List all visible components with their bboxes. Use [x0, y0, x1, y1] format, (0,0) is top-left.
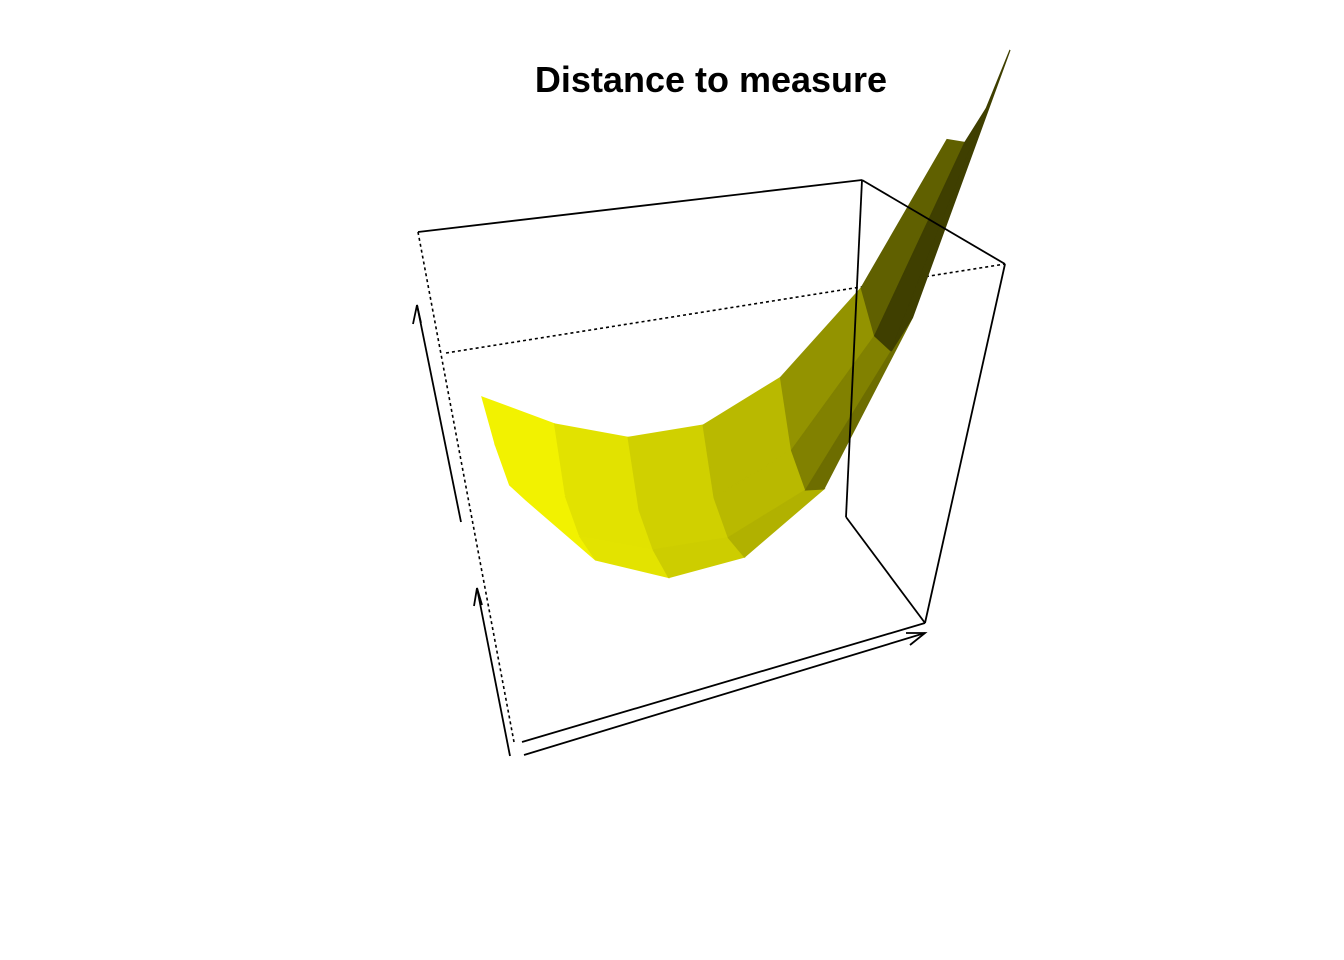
- box-edge-bottom-front: [521, 622, 926, 743]
- box-edge-bottom-right: [845, 516, 926, 624]
- chart-title: Distance to measure: [535, 59, 887, 100]
- box-edge-top-back: [417, 179, 863, 233]
- surface-facet: [627, 424, 715, 511]
- surface-facet: [873, 108, 987, 353]
- axis-arrows: [412, 304, 928, 757]
- box-edge-top-right: [861, 179, 1006, 265]
- y-axis-arrowhead: [473, 587, 483, 607]
- x-axis-arrow: [523, 632, 926, 756]
- box-edge-right-vertical: [924, 263, 1006, 624]
- box-edge-hidden-2: [445, 263, 1006, 354]
- x-axis-arrowhead: [906, 632, 928, 646]
- surface: [481, 49, 1011, 579]
- z-axis-arrow: [416, 304, 462, 523]
- box-back-edges: [417, 231, 1006, 743]
- z-axis-arrowhead: [412, 304, 422, 325]
- box-edge-back-vertical: [845, 179, 863, 518]
- box-front-edges: [417, 179, 1006, 743]
- y-axis-arrow: [476, 587, 511, 757]
- box-edge-hidden-1: [417, 231, 515, 743]
- surface-facet: [890, 49, 1011, 352]
